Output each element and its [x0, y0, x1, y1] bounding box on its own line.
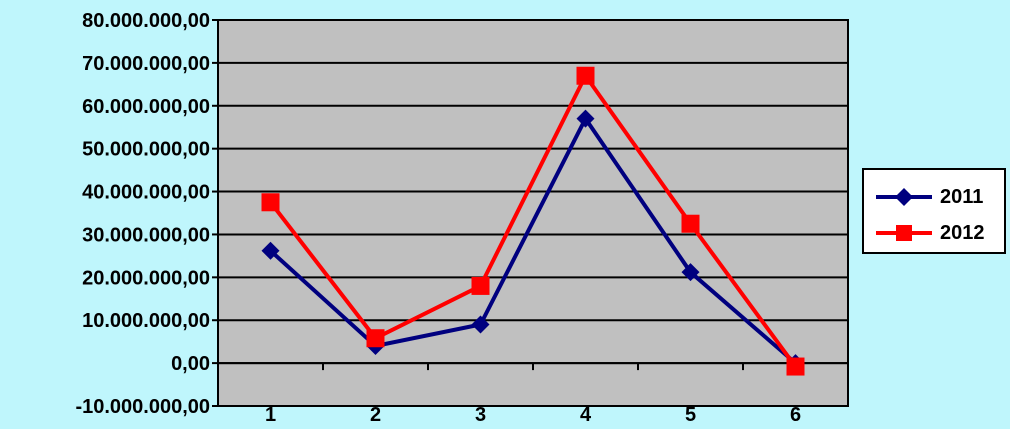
legend-item-2012: 2012 [872, 218, 1004, 248]
series-line-2012 [268, 73, 798, 368]
x-tick-label: 6 [790, 404, 801, 424]
plot-area [217, 19, 849, 407]
data-point-2012 [471, 276, 490, 295]
square-marker-icon [876, 225, 932, 241]
y-tick-label: 40.000.000,00 [82, 182, 210, 204]
legend-label-2011: 2011 [940, 186, 984, 208]
data-point-2012 [786, 357, 805, 376]
data-point-2011 [681, 263, 700, 282]
data-point-2012 [366, 329, 385, 348]
data-point-2012 [681, 214, 700, 233]
data-point-2011 [261, 241, 280, 260]
series-line-2011 [269, 116, 797, 365]
y-tick-label: 70.000.000,00 [82, 53, 210, 75]
data-point-2011 [471, 315, 490, 334]
series-lines [261, 66, 805, 376]
axes [217, 362, 849, 371]
y-axis-tick-labels: -10.000.000,00 0,00 10.000.000,00 20.000.00… [75, 10, 210, 418]
legend-label-2012: 2012 [940, 222, 985, 244]
diamond-marker-icon [876, 188, 932, 206]
legend-item-2011: 2011 [872, 182, 1004, 212]
y-tick-label: 50.000.000,00 [82, 139, 210, 161]
x-tick-label: 4 [580, 404, 592, 424]
y-tick-label: 60.000.000,00 [82, 96, 210, 118]
x-axis-tick-labels: 1 2 3 4 5 6 [265, 404, 801, 426]
y-tick-label: 0,00 [171, 353, 210, 375]
legend: 2011 2012 [862, 168, 1006, 254]
y-tick-label: 20.000.000,00 [82, 267, 210, 289]
y-tick-label: 30.000.000,00 [82, 224, 210, 246]
x-tick-label: 5 [685, 404, 696, 424]
x-tick-label: 2 [370, 404, 381, 424]
y-tick-label: 10.000.000,00 [82, 310, 210, 332]
x-tick-label: 3 [475, 404, 486, 424]
data-point-2012 [576, 66, 595, 85]
data-point-2012 [261, 193, 280, 212]
data-point-2011 [576, 109, 595, 128]
y-tick-label: -10.000.000,00 [75, 396, 210, 418]
x-tick-label: 1 [265, 404, 276, 424]
y-tick-label: 80.000.000,00 [82, 10, 210, 32]
